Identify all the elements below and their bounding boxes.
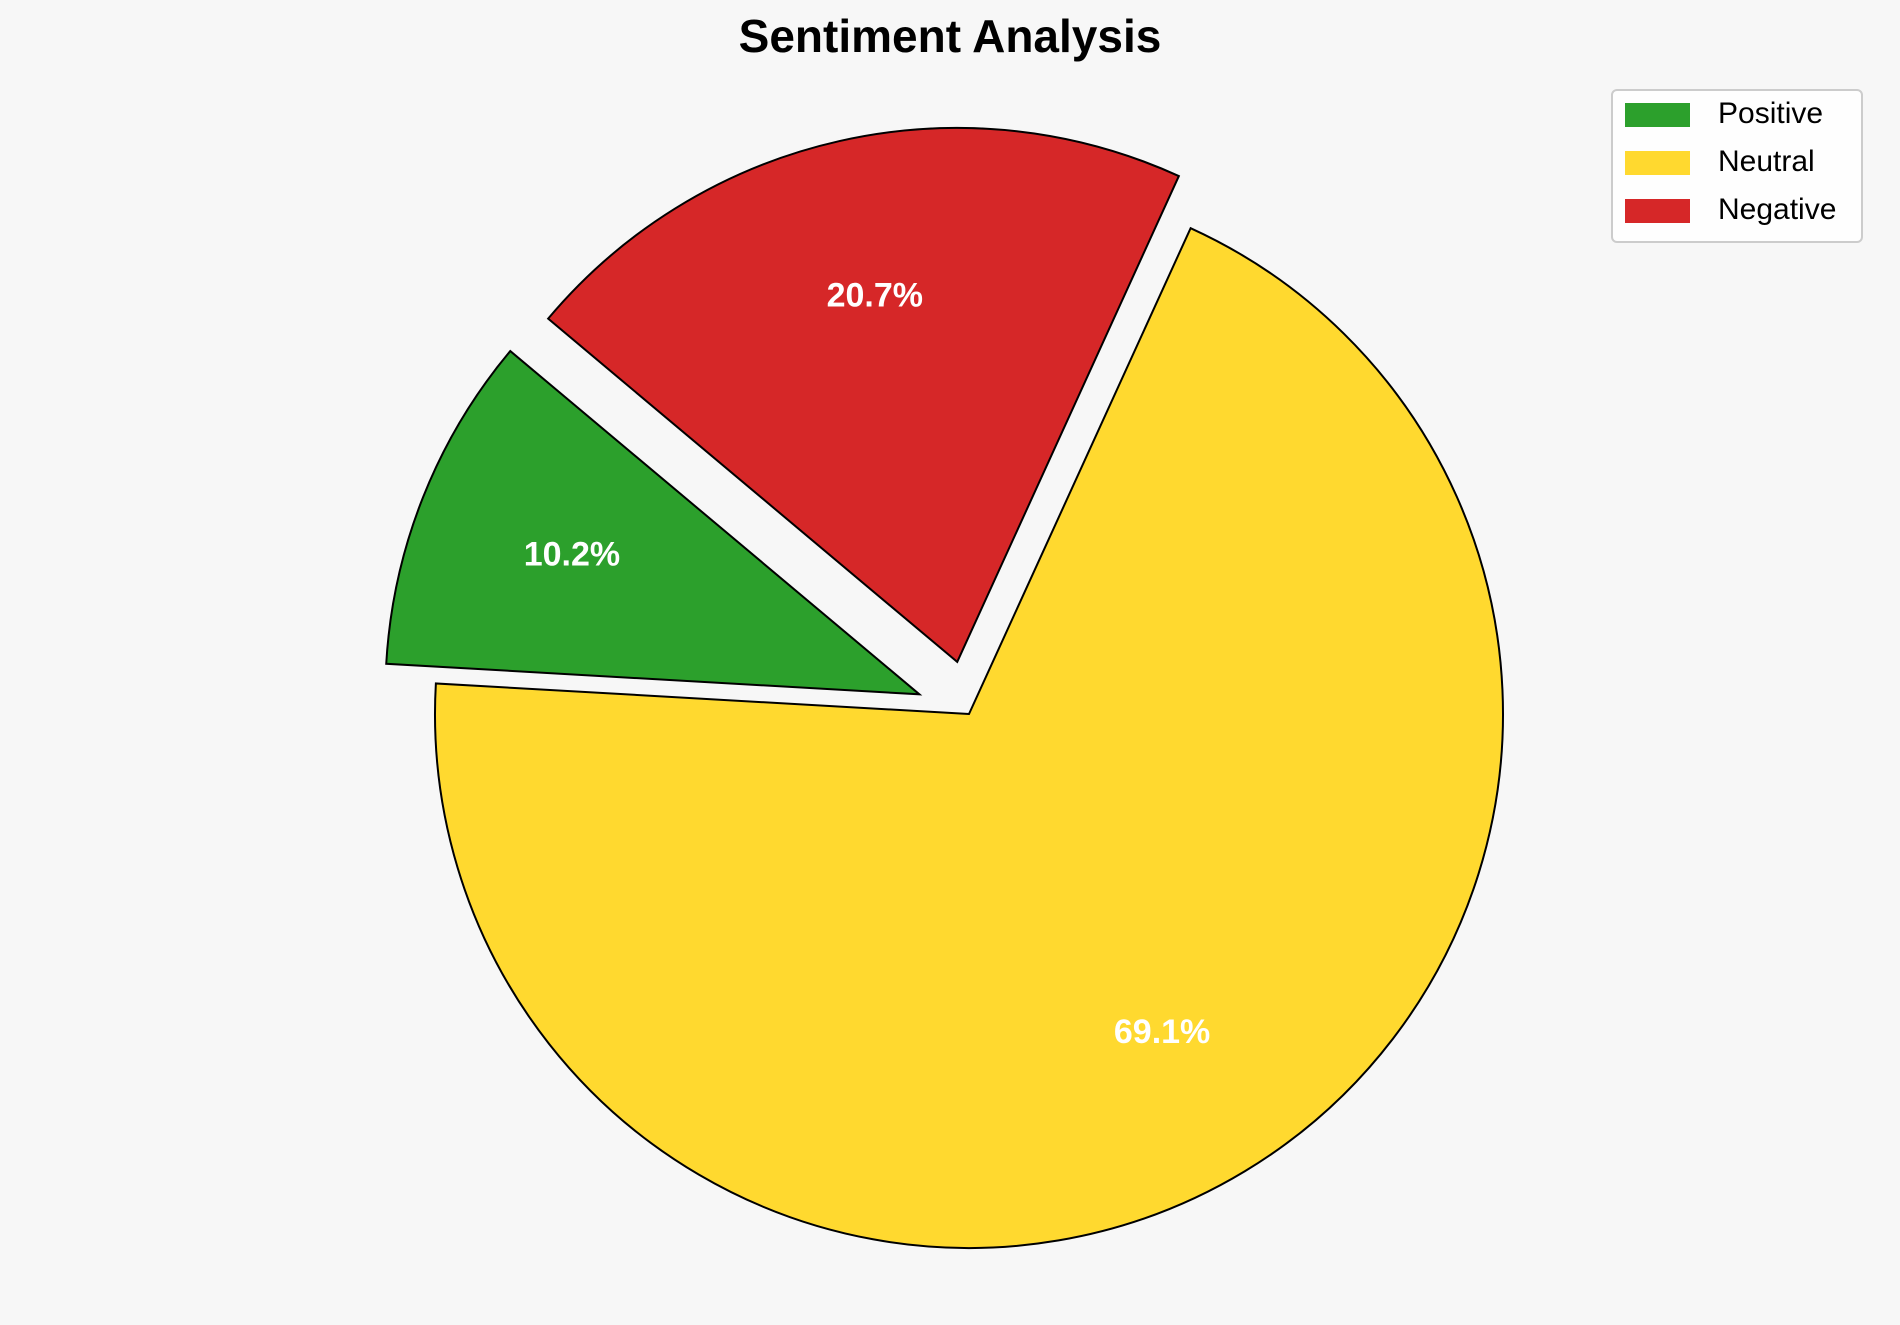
slice-label: 20.7% [827, 276, 923, 314]
chart-title: Sentiment Analysis [739, 10, 1162, 62]
legend-label: Neutral [1718, 145, 1815, 178]
slice-label: 69.1% [1114, 1013, 1210, 1051]
legend: Positive Neutral Negative [1611, 89, 1863, 243]
legend-swatch [1625, 103, 1690, 127]
legend-label: Positive [1718, 97, 1823, 130]
slice-label: 10.2% [524, 535, 620, 573]
legend-swatch [1625, 199, 1690, 223]
pie-slice [385, 349, 923, 696]
pie-slice [434, 226, 1504, 1249]
legend-swatch [1625, 151, 1690, 175]
pie-slice [546, 126, 1181, 664]
pie: 10.2% 69.1% 20.7% [385, 126, 1504, 1249]
legend-label: Negative [1718, 193, 1836, 226]
